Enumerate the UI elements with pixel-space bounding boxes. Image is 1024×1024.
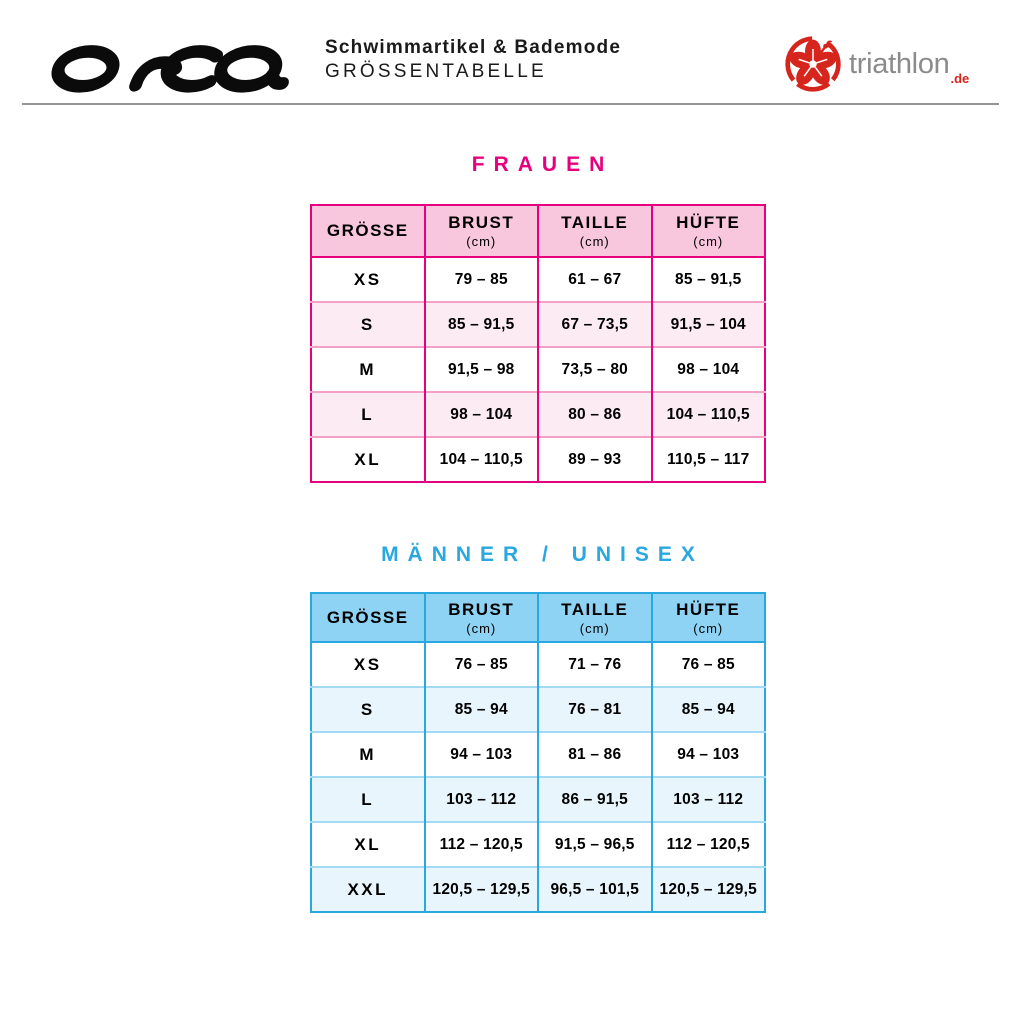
range-cell: 104 – 110,5: [650, 392, 765, 437]
column-header: BRUST (cm): [423, 205, 538, 257]
range-cell: 80 – 86: [537, 392, 652, 437]
range-cell: 85 – 94: [423, 687, 538, 732]
partner-name: triathlon: [849, 47, 950, 80]
men-table-title: MÄNNER / UNISEX: [381, 543, 704, 566]
women-table-title: FRAUEN: [471, 153, 614, 176]
range-cell: 98 – 104: [423, 392, 538, 437]
size-cell: XS: [353, 654, 382, 674]
column-unit: (cm): [466, 234, 497, 249]
range-cell: 61 – 67: [537, 257, 652, 302]
range-cell: 79 – 85: [423, 257, 538, 302]
range-cell: 73,5 – 80: [537, 347, 652, 392]
range-cell: 89 – 93: [537, 437, 652, 482]
range-cell: 96,5 – 101,5: [537, 867, 652, 912]
range-cell: 103 – 112: [650, 777, 765, 822]
column-header: BRUST (cm): [423, 593, 538, 642]
column-label: HÜFTE: [676, 599, 741, 619]
column-unit: (cm): [693, 234, 724, 249]
range-cell: 85 – 94: [650, 687, 765, 732]
header-subtitle: Schwimmartikel & Bademode: [325, 37, 622, 58]
size-cell: S: [360, 699, 375, 719]
range-cell: 85 – 91,5: [423, 302, 538, 347]
column-label: TAILLE: [561, 213, 629, 232]
page-title: GRÖSSENTABELLE: [325, 61, 547, 82]
column-header: GRÖSSE: [311, 593, 425, 642]
table-row-xl: XL 112 – 120,5 91,5 – 96,5 112 – 120,5: [311, 822, 765, 867]
size-cell: XL: [354, 449, 382, 469]
column-header: GRÖSSE: [311, 205, 425, 257]
range-cell: 76 – 85: [650, 642, 765, 687]
men-table-head: GRÖSSE BRUST (cm) TAILLE (cm) HÜFTE (cm): [311, 593, 765, 642]
size-cell: XS: [353, 269, 382, 289]
column-label: GRÖSSE: [326, 221, 409, 240]
column-header: HÜFTE (cm): [650, 593, 765, 642]
header-row: GRÖSSE BRUST (cm) TAILLE (cm) HÜFTE (cm): [311, 593, 765, 642]
column-label: HÜFTE: [676, 213, 741, 232]
women-table-body: XS 79 – 85 61 – 67 85 – 91,5 S 85 – 91,5 67 – …: [311, 257, 765, 482]
women-size-table: GRÖSSE BRUST (cm) TAILLE (cm) HÜFTE (cm) XS 79 …: [310, 204, 766, 483]
column-unit: (cm): [466, 620, 497, 636]
header-row: GRÖSSE BRUST (cm) TAILLE (cm) HÜFTE (cm): [311, 205, 765, 257]
column-unit: (cm): [579, 234, 610, 249]
table-row-s: S 85 – 91,5 67 – 73,5 91,5 – 104: [311, 302, 765, 347]
triathlon-logo: triathlon .de: [783, 33, 969, 95]
range-cell: 91,5 – 104: [650, 302, 765, 347]
range-cell: 103 – 112: [423, 777, 538, 822]
column-header: HÜFTE (cm): [650, 205, 765, 257]
size-cell: S: [360, 314, 375, 334]
column-header: TAILLE (cm): [537, 593, 652, 642]
size-cell: M: [359, 359, 377, 379]
range-cell: 120,5 – 129,5: [650, 867, 765, 912]
table-row-s: S 85 – 94 76 – 81 85 – 94: [311, 687, 765, 732]
range-cell: 110,5 – 117: [650, 437, 765, 482]
column-unit: (cm): [693, 620, 724, 636]
range-cell: 67 – 73,5: [537, 302, 652, 347]
women-table-head: GRÖSSE BRUST (cm) TAILLE (cm) HÜFTE (cm): [311, 205, 765, 257]
size-cell: XL: [354, 834, 382, 854]
table-row-xl: XL 104 – 110,5 89 – 93 110,5 – 117: [311, 437, 765, 482]
header-divider: [22, 103, 999, 105]
table-row-l: L 103 – 112 86 – 91,5 103 – 112: [311, 777, 765, 822]
orca-logo: [51, 45, 289, 93]
column-label: BRUST: [448, 599, 515, 619]
range-cell: 71 – 76: [537, 642, 652, 687]
table-row-l: L 98 – 104 80 – 86 104 – 110,5: [311, 392, 765, 437]
column-label: TAILLE: [561, 599, 629, 619]
table-row-xs: XS 79 – 85 61 – 67 85 – 91,5: [311, 257, 765, 302]
partner-tld: .de: [950, 71, 970, 86]
range-cell: 85 – 91,5: [650, 257, 765, 302]
column-label: GRÖSSE: [326, 607, 409, 627]
size-cell: L: [361, 404, 375, 424]
size-cell: M: [359, 744, 377, 764]
range-cell: 76 – 81: [537, 687, 652, 732]
column-header: TAILLE (cm): [537, 205, 652, 257]
table-row-m: M 91,5 – 98 73,5 – 80 98 – 104: [311, 347, 765, 392]
range-cell: 91,5 – 98: [423, 347, 538, 392]
table-row-xs: XS 76 – 85 71 – 76 76 – 85: [311, 642, 765, 687]
range-cell: 86 – 91,5: [537, 777, 652, 822]
table-row-m: M 94 – 103 81 – 86 94 – 103: [311, 732, 765, 777]
column-label: BRUST: [448, 213, 515, 232]
range-cell: 94 – 103: [423, 732, 538, 777]
range-cell: 120,5 – 129,5: [423, 867, 538, 912]
range-cell: 112 – 120,5: [650, 822, 765, 867]
range-cell: 98 – 104: [650, 347, 765, 392]
range-cell: 81 – 86: [537, 732, 652, 777]
header-subtitle-block: Schwimmartikel & Bademode GRÖSSENTABELLE: [325, 37, 621, 83]
size-cell: L: [361, 789, 375, 809]
range-cell: 104 – 110,5: [423, 437, 538, 482]
range-cell: 112 – 120,5: [423, 822, 538, 867]
column-unit: (cm): [579, 620, 610, 636]
size-cell: XXL: [347, 879, 389, 899]
hibiscus-flower-icon: [785, 36, 841, 92]
range-cell: 91,5 – 96,5: [537, 822, 652, 867]
men-size-table: GRÖSSE BRUST (cm) TAILLE (cm) HÜFTE (cm) XS 76 …: [310, 592, 766, 913]
range-cell: 94 – 103: [650, 732, 765, 777]
men-table-body: XS 76 – 85 71 – 76 76 – 85 S 85 – 94 76 – 81 85…: [311, 642, 765, 912]
table-row-xxl: XXL 120,5 – 129,5 96,5 – 101,5 120,5 – 129,…: [311, 867, 765, 912]
range-cell: 76 – 85: [423, 642, 538, 687]
